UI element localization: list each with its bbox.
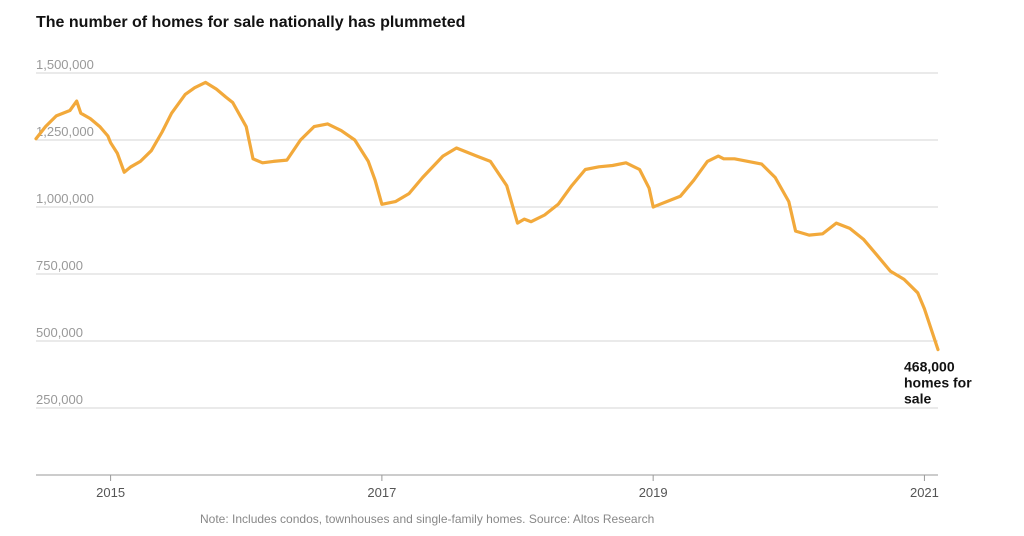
source-note: Note: Includes condos, townhouses and si… [200, 512, 655, 526]
chart-title: The number of homes for sale nationally … [36, 14, 466, 31]
y-tick-label: 250,000 [36, 392, 83, 407]
x-tick-label: 2021 [910, 485, 939, 500]
end-annotation-line: sale [904, 391, 931, 407]
series-line [34, 80, 940, 352]
x-tick-label: 2015 [96, 485, 125, 500]
y-tick-label: 750,000 [36, 258, 83, 273]
y-tick-label: 500,000 [36, 325, 83, 340]
y-tick-label: 1,500,000 [36, 57, 94, 72]
end-annotation-line: homes for [904, 375, 972, 391]
y-tick-label: 1,250,000 [36, 124, 94, 139]
x-tick-label: 2017 [367, 485, 396, 500]
y-tick-label: 1,000,000 [36, 191, 94, 206]
end-annotation-line: 468,000 [904, 359, 955, 375]
x-tick-label: 2019 [639, 485, 668, 500]
